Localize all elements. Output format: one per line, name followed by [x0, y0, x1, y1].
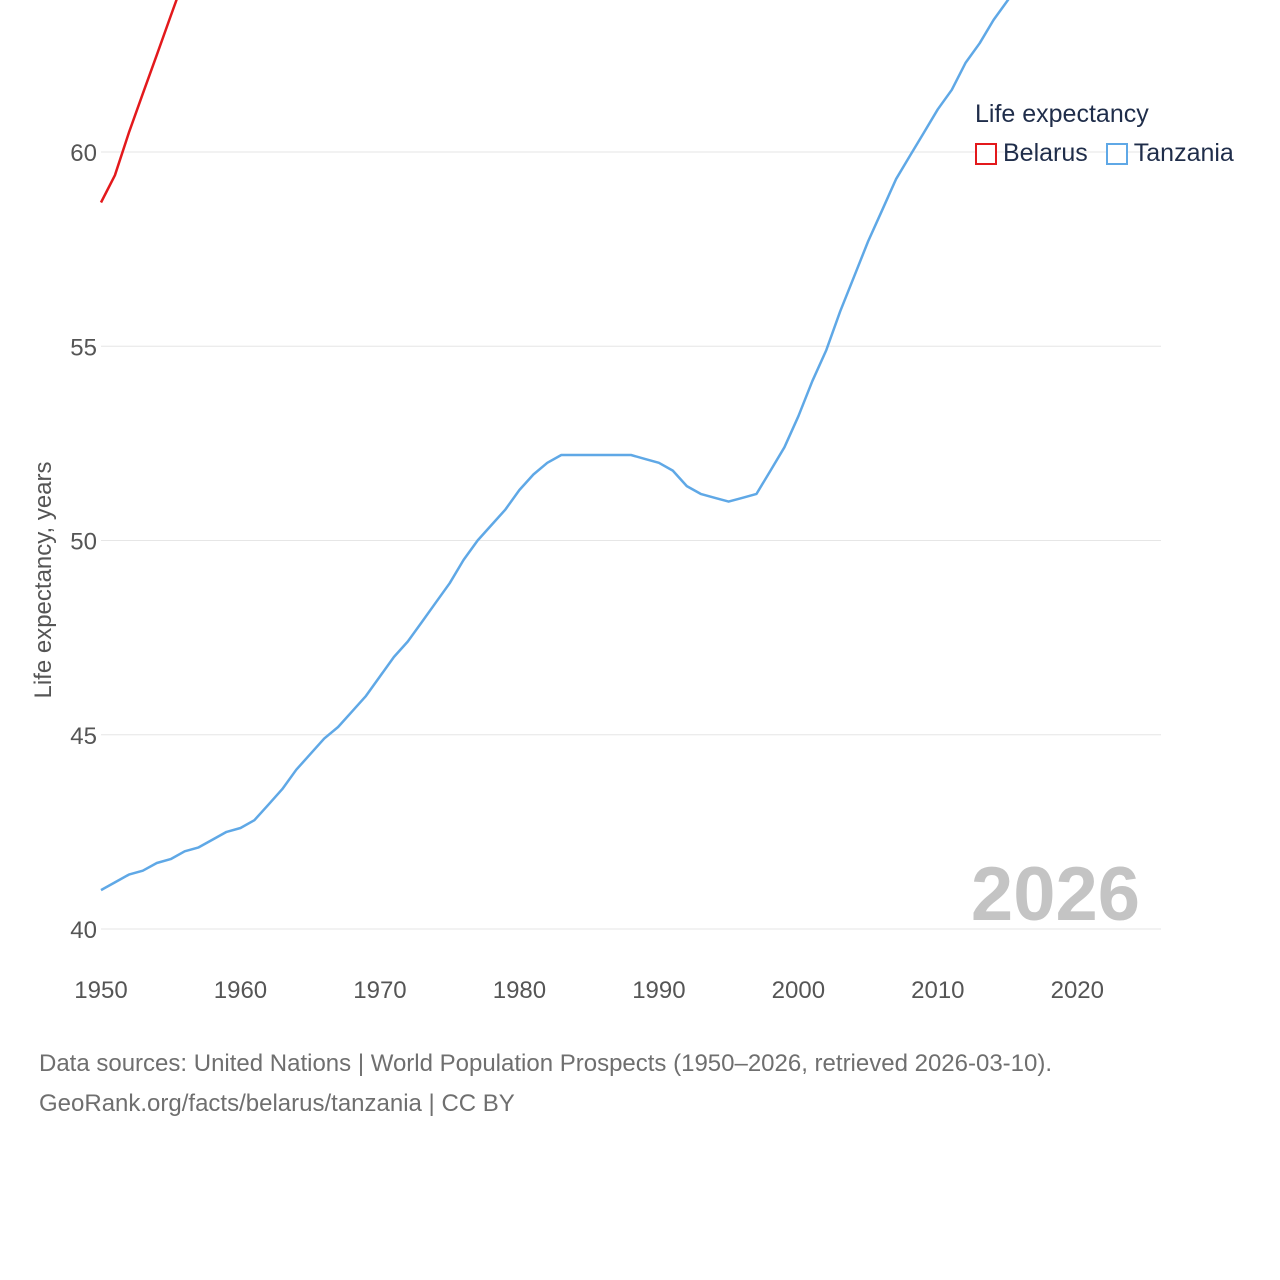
- y-axis-title: Life expectancy, years: [30, 461, 57, 698]
- legend-swatch-tanzania: [1105, 142, 1128, 165]
- legend: Life expectancy Belarus Tanzania: [975, 100, 1252, 168]
- x-tick-label: 1960: [214, 977, 267, 1004]
- legend-item-tanzania[interactable]: Tanzania: [1105, 139, 1234, 168]
- legend-title: Life expectancy: [975, 100, 1149, 128]
- year-watermark: 2026: [971, 852, 1140, 937]
- footer: Data sources: United Nations | World Pop…: [39, 1044, 1052, 1124]
- x-axis-ticks: 1950 1960 1970 1980 1990 2000 2010 2020: [74, 977, 1104, 1004]
- y-tick-label: 55: [70, 334, 97, 361]
- legend-label-belarus: Belarus: [1003, 139, 1088, 167]
- legend-item-belarus[interactable]: Belarus: [975, 139, 1088, 168]
- x-tick-label: 1980: [493, 977, 546, 1004]
- y-tick-label: 60: [70, 140, 97, 167]
- y-tick-label: 40: [70, 917, 97, 944]
- legend-swatch-belarus: [975, 142, 997, 165]
- x-tick-label: 2000: [772, 977, 825, 1004]
- y-tick-label: 50: [70, 529, 97, 556]
- series-line-tanzania[interactable]: [100, 0, 1161, 892]
- x-tick-label: 2010: [911, 977, 964, 1004]
- gridlines: [101, 151, 1161, 930]
- x-tick-label: 1990: [632, 977, 685, 1004]
- y-axis-ticks: 4045505560657075: [70, 140, 97, 944]
- x-tick-label: 2020: [1051, 977, 1104, 1004]
- y-tick-label: 45: [70, 723, 97, 750]
- data-source-note: Data sources: United Nations | World Pop…: [39, 1050, 1053, 1077]
- series-lines: [99, 0, 1161, 892]
- x-tick-label: 1950: [74, 977, 127, 1004]
- line-chart: 4045505560657075 19501960197019801990200…: [30, 0, 1161, 1004]
- legend-label-tanzania: Tanzania: [1133, 139, 1234, 167]
- x-tick-label: 1970: [353, 977, 406, 1004]
- credit-link[interactable]: GeoRank.org/facts/belarus/tanzania | CC …: [39, 1090, 515, 1117]
